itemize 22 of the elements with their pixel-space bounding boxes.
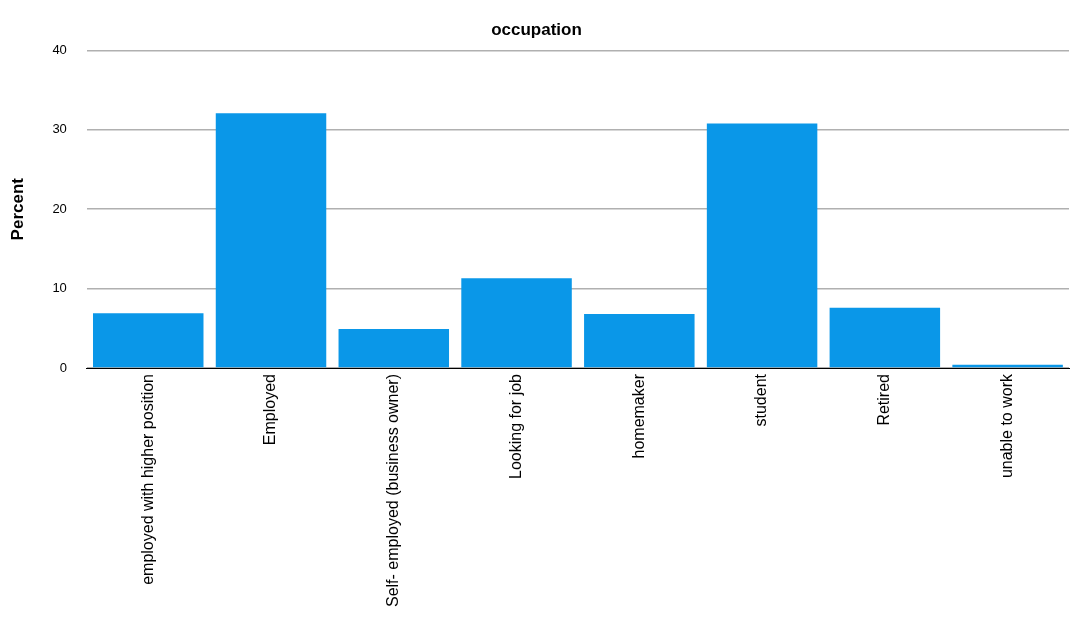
y-tick-label: 20 [52, 200, 67, 216]
y-tick-label: 30 [52, 121, 67, 137]
y-tick-label: 0 [59, 359, 67, 375]
y-tick-label: 40 [52, 41, 67, 57]
x-tick-label: unable to work [998, 373, 1016, 479]
x-tick-label: Retired [875, 374, 893, 426]
y-axis-title: Percent [7, 177, 27, 241]
chart-title: occupation [491, 19, 582, 39]
x-tick-label: Employed [261, 374, 279, 446]
bar [829, 307, 941, 368]
x-tick-label: Self- employed (business owner) [384, 374, 402, 608]
x-tick-label: homemaker [629, 373, 647, 459]
bar [706, 123, 818, 368]
bar [93, 313, 204, 368]
bar [338, 329, 450, 368]
bar [584, 314, 695, 368]
bar [461, 278, 572, 368]
x-tick-label: Looking for job [506, 373, 524, 479]
y-tick-label: 10 [52, 280, 67, 296]
x-tick-label: student [752, 373, 770, 427]
x-tick-label: employed with higher position [138, 374, 156, 585]
bar [215, 113, 327, 368]
